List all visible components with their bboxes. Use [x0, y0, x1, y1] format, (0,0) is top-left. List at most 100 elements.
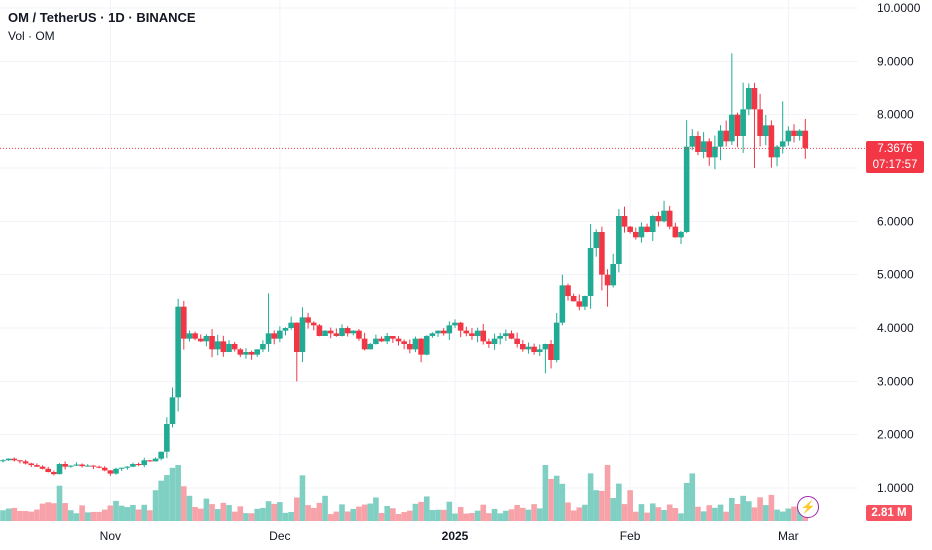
- candle-body[interactable]: [243, 352, 249, 355]
- candle-body[interactable]: [344, 328, 351, 334]
- candle-body[interactable]: [457, 322, 464, 331]
- candle-body[interactable]: [762, 125, 769, 136]
- candle-body[interactable]: [463, 330, 470, 334]
- candle-body[interactable]: [305, 317, 311, 323]
- candle-body[interactable]: [593, 232, 600, 248]
- candle-body[interactable]: [339, 328, 345, 336]
- candle-body[interactable]: [390, 336, 396, 339]
- candle-body[interactable]: [333, 333, 340, 336]
- volume-indicator-label[interactable]: Vol · OM: [8, 29, 55, 43]
- candle-body[interactable]: [599, 232, 605, 275]
- candle-body[interactable]: [706, 141, 713, 158]
- candle-body[interactable]: [429, 333, 436, 336]
- lightning-bolt-icon[interactable]: ⚡: [797, 496, 819, 518]
- candle-body[interactable]: [51, 472, 57, 475]
- candle-body[interactable]: [34, 465, 40, 467]
- candle-body[interactable]: [367, 344, 374, 350]
- candle-body[interactable]: [203, 336, 210, 342]
- candle-body[interactable]: [175, 306, 181, 398]
- candle-body[interactable]: [152, 458, 159, 462]
- candle-body[interactable]: [785, 130, 792, 142]
- candle-body[interactable]: [796, 130, 803, 136]
- candle-body[interactable]: [683, 146, 690, 232]
- candle-body[interactable]: [649, 216, 656, 232]
- price-axis[interactable]: 1.00002.00003.00004.00005.00006.00007.00…: [877, 1, 921, 495]
- candle-body[interactable]: [644, 226, 650, 232]
- candle-body[interactable]: [322, 330, 328, 336]
- candle-body[interactable]: [536, 349, 543, 352]
- candle-body[interactable]: [610, 264, 616, 286]
- candle-body[interactable]: [90, 465, 97, 467]
- candle-body[interactable]: [192, 333, 198, 339]
- candle-body[interactable]: [378, 338, 385, 342]
- candle-body[interactable]: [17, 460, 23, 462]
- candle-body[interactable]: [678, 232, 684, 238]
- candle-body[interactable]: [226, 344, 232, 352]
- candle-body[interactable]: [570, 296, 577, 302]
- candle-body[interactable]: [503, 333, 509, 336]
- candle-body[interactable]: [627, 226, 633, 232]
- candle-body[interactable]: [124, 466, 131, 468]
- candle-body[interactable]: [84, 465, 91, 467]
- candle-body[interactable]: [418, 338, 424, 355]
- candle-body[interactable]: [514, 338, 520, 344]
- candle-body[interactable]: [282, 328, 289, 331]
- candle-body[interactable]: [616, 216, 622, 264]
- candle-body[interactable]: [135, 464, 142, 466]
- candle-body[interactable]: [401, 341, 407, 344]
- candle-body[interactable]: [474, 330, 481, 336]
- candle-body[interactable]: [768, 125, 775, 158]
- candle-body[interactable]: [265, 333, 272, 344]
- candle-body[interactable]: [553, 322, 560, 360]
- candle-body[interactable]: [220, 341, 227, 352]
- candle-body[interactable]: [350, 330, 357, 334]
- candle-body[interactable]: [373, 338, 379, 344]
- candle-body[interactable]: [531, 346, 537, 352]
- candle-body[interactable]: [621, 216, 628, 227]
- candle-body[interactable]: [158, 451, 164, 459]
- candle-body[interactable]: [525, 346, 532, 350]
- candle-body[interactable]: [197, 338, 204, 342]
- candle-body[interactable]: [791, 130, 797, 136]
- candle-body[interactable]: [299, 317, 306, 352]
- candle-body[interactable]: [633, 232, 639, 238]
- candle-body[interactable]: [542, 344, 549, 350]
- candle-body[interactable]: [412, 338, 419, 350]
- candle-body[interactable]: [101, 467, 108, 471]
- time-axis[interactable]: Nov Dec 2025 Feb Mar: [100, 529, 799, 543]
- candle-body[interactable]: [491, 338, 498, 344]
- candle-body[interactable]: [497, 336, 503, 339]
- candle-body[interactable]: [214, 341, 221, 350]
- candle-body[interactable]: [508, 333, 515, 339]
- candle-body[interactable]: [655, 216, 662, 222]
- candle-body[interactable]: [751, 88, 758, 110]
- candle-body[interactable]: [604, 274, 611, 286]
- candle-body[interactable]: [435, 330, 441, 334]
- candle-body[interactable]: [294, 322, 300, 352]
- candle-body[interactable]: [271, 333, 277, 339]
- candle-body[interactable]: [446, 325, 453, 334]
- candle-body[interactable]: [254, 349, 261, 355]
- candle-body[interactable]: [96, 466, 102, 468]
- candle-body[interactable]: [440, 330, 447, 334]
- candle-body[interactable]: [700, 141, 707, 152]
- candle-body[interactable]: [734, 114, 741, 136]
- candle-body[interactable]: [779, 141, 786, 147]
- candle-body[interactable]: [22, 461, 29, 464]
- candle-body[interactable]: [248, 352, 255, 355]
- candle-body[interactable]: [164, 424, 170, 452]
- symbol-title[interactable]: OM / TetherUS · 1D · BINANCE: [8, 10, 196, 25]
- candle-body[interactable]: [395, 338, 402, 342]
- candle-body[interactable]: [209, 336, 215, 350]
- candle-body[interactable]: [576, 301, 583, 307]
- candle-body[interactable]: [260, 344, 266, 350]
- candle-body[interactable]: [582, 296, 588, 307]
- candle-body[interactable]: [712, 146, 718, 158]
- candle-body[interactable]: [666, 210, 673, 227]
- candle-body[interactable]: [729, 114, 735, 142]
- candle-body[interactable]: [56, 464, 63, 475]
- candle-body[interactable]: [469, 333, 475, 336]
- candle-body[interactable]: [520, 344, 526, 350]
- candle-body[interactable]: [717, 130, 724, 147]
- candle-body[interactable]: [723, 130, 729, 142]
